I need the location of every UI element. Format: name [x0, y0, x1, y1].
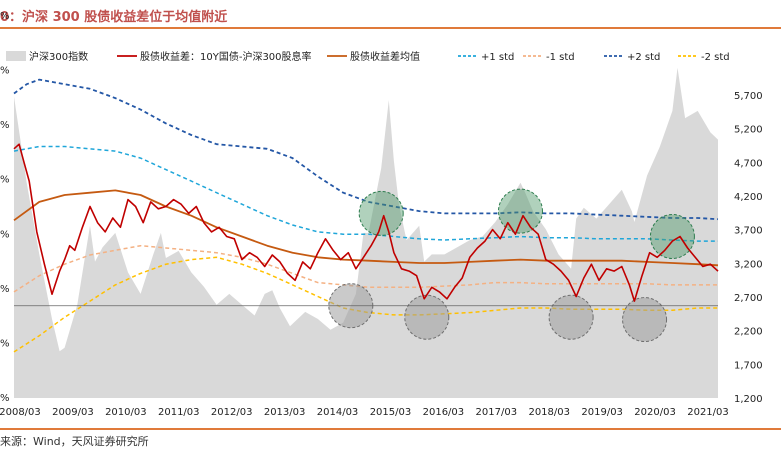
- left-tick-label: %: [0, 393, 10, 404]
- legend-mean-line-label: 股债收益差均值: [350, 50, 420, 63]
- left-tick-label: %: [0, 11, 10, 22]
- x-tick-label: 2020/03: [634, 407, 676, 418]
- right-tick-label: 3,700: [734, 226, 763, 237]
- high-zone-circle-1: [358, 190, 404, 236]
- right-tick-label: 2,200: [734, 327, 763, 338]
- x-tick-label: 2017/03: [476, 407, 518, 418]
- x-tick-label: 2016/03: [423, 407, 465, 418]
- left-tick-label: %: [0, 175, 10, 186]
- left-tick-label: %: [0, 338, 10, 349]
- x-tick-label: 2014/03: [317, 407, 359, 418]
- legend-plus2-std-line-label: +2 std: [627, 52, 660, 63]
- csi300-index-area: [14, 67, 718, 399]
- x-tick-label: 2018/03: [528, 407, 570, 418]
- high-zone-circle-3: [649, 214, 695, 259]
- x-tick-label: 2011/03: [158, 407, 200, 418]
- std-bands-layer: [13, 78, 719, 353]
- low-zone-circle-5: [404, 294, 450, 340]
- x-tick-label: 2012/03: [211, 407, 253, 418]
- left-tick-label: %: [0, 284, 10, 295]
- right-tick-label: 5,700: [734, 91, 763, 102]
- legend-plus1-std-line-label: +1 std: [481, 52, 514, 63]
- x-tick-label: 2008/03: [0, 407, 41, 418]
- chart-title: 0：沪深 300 股债收益差位于均值附近: [0, 10, 228, 25]
- spread-line-layer: [13, 143, 719, 302]
- legend-spread-line-label: 股债收益差：10Y国债-沪深300股息率: [140, 50, 312, 63]
- right-tick-label: 2,700: [734, 293, 763, 304]
- left-tick-label: %: [0, 229, 10, 240]
- left-tick-label: %: [0, 66, 10, 77]
- axes-layer: 2008/03 2009/03 2010/03 2011/03 2012/03 2013/…: [0, 11, 763, 418]
- legend-csi300-index-area-swatch: [6, 51, 26, 61]
- right-tick-label: 1,200: [734, 394, 763, 405]
- minus2-std-line: [13, 256, 718, 353]
- high-zone-circle-2: [497, 188, 543, 234]
- legend-minus2-std-line-label: -2 std: [701, 52, 730, 63]
- x-tick-label: 2015/03: [370, 407, 412, 418]
- spread-line: [13, 143, 719, 302]
- right-tick-label: 1,700: [734, 360, 763, 371]
- footer-divider: [0, 428, 781, 430]
- right-tick-label: 4,200: [734, 192, 763, 203]
- x-tick-label: 2013/03: [264, 407, 306, 418]
- x-tick-label: 2010/03: [105, 407, 147, 418]
- legend: 沪深300指数 股债收益差：10Y国债-沪深300股息率 股债收益差均值 +1 std…: [6, 50, 730, 63]
- index-area-layer: [14, 67, 718, 399]
- low-zone-circle-7: [622, 297, 668, 343]
- x-tick-label: 2009/03: [52, 407, 94, 418]
- title-divider: [0, 27, 781, 29]
- left-tick-label: %: [0, 120, 10, 131]
- x-tick-label: 2021/03: [687, 407, 729, 418]
- x-tick-label: 2019/03: [581, 407, 623, 418]
- plus1-std-line: [13, 145, 718, 242]
- mean-line-layer: [13, 189, 719, 267]
- plus2-std-line: [13, 78, 719, 221]
- mean-line: [13, 189, 719, 267]
- low-zone-circle-6: [548, 294, 594, 340]
- right-tick-label: 4,700: [734, 158, 763, 169]
- legend-minus1-std-line-label: -1 std: [546, 52, 575, 63]
- right-tick-label: 5,200: [734, 125, 763, 136]
- source-note: 来源：Wind，天风证券研究所: [0, 435, 149, 448]
- right-tick-label: 3,200: [734, 259, 763, 270]
- minus1-std-line: [13, 244, 718, 293]
- legend-csi300-index-area-label: 沪深300指数: [29, 50, 88, 63]
